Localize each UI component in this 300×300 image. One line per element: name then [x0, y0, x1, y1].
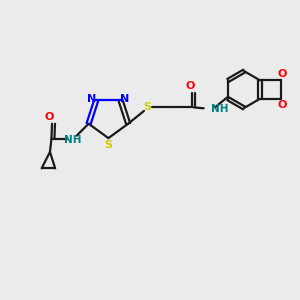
Text: N: N	[87, 94, 96, 104]
Text: NH: NH	[64, 135, 81, 145]
Text: N: N	[121, 94, 130, 104]
Text: O: O	[278, 100, 287, 110]
Text: NH: NH	[211, 104, 228, 114]
Text: S: S	[104, 140, 112, 150]
Text: O: O	[185, 81, 194, 91]
Text: S: S	[143, 102, 152, 112]
Text: O: O	[278, 69, 287, 79]
Text: O: O	[45, 112, 54, 122]
